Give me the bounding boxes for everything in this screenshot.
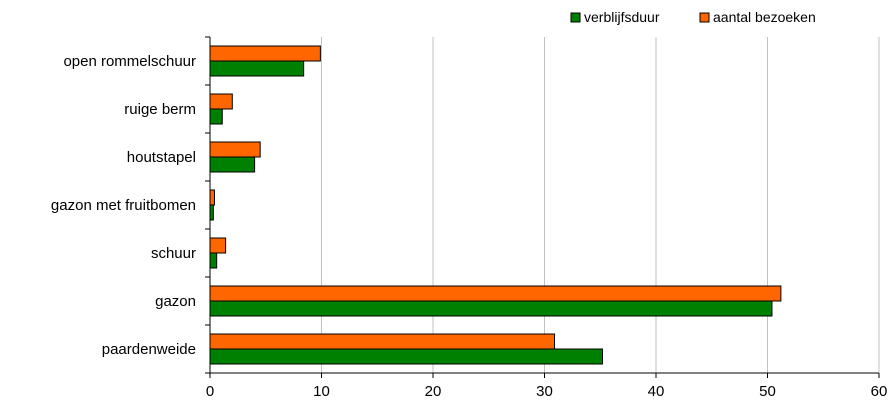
- category-label-4: houtstapel: [127, 149, 196, 166]
- category-label-5: ruige berm: [124, 101, 196, 118]
- axes: 0 10 20 30 40 50 60 paardenweide gazon schuur gazo…: [51, 36, 888, 400]
- legend-label-0: verblijfsduur: [584, 9, 660, 25]
- x-tick-label-50: 50: [759, 383, 776, 400]
- bar-verblijfsduur-3: [209, 204, 214, 221]
- x-tick-label-30: 30: [536, 383, 553, 400]
- legend-label-1: aantal bezoeken: [713, 9, 816, 25]
- x-tick-label-40: 40: [648, 383, 665, 400]
- bar-verblijfsduur-6: [209, 60, 305, 77]
- bar-aantal-bezoeken-5: [209, 93, 233, 110]
- bar-aantal-bezoeken-1: [209, 285, 782, 302]
- x-tick-label-10: 10: [313, 383, 330, 400]
- bar-aantal-bezoeken-6: [209, 45, 321, 62]
- x-tick-label-60: 60: [871, 383, 888, 400]
- legend-swatch-1: [699, 12, 710, 23]
- bar-verblijfsduur-2: [209, 252, 218, 269]
- bar-verblijfsduur-4: [209, 156, 256, 173]
- legend-swatch-0: [570, 12, 581, 23]
- category-label-2: schuur: [151, 245, 196, 262]
- bar-aantal-bezoeken-2: [209, 237, 227, 254]
- category-label-0: paardenweide: [102, 341, 196, 358]
- category-label-6: open rommelschuur: [63, 53, 196, 70]
- category-label-1: gazon: [155, 293, 196, 310]
- bar-verblijfsduur-0: [209, 348, 603, 365]
- bars: [209, 45, 782, 365]
- bar-verblijfsduur-1: [209, 300, 773, 317]
- x-tick-label-20: 20: [425, 383, 442, 400]
- grid-lines: [321, 37, 880, 373]
- category-label-3: gazon met fruitbomen: [51, 197, 196, 214]
- bar-aantal-bezoeken-3: [209, 189, 215, 206]
- legend: verblijfsduur aantal bezoeken: [570, 9, 816, 25]
- x-tick-label-0: 0: [206, 383, 214, 400]
- bar-aantal-bezoeken-0: [209, 333, 556, 350]
- bar-aantal-bezoeken-4: [209, 141, 261, 158]
- bar-verblijfsduur-5: [209, 108, 223, 125]
